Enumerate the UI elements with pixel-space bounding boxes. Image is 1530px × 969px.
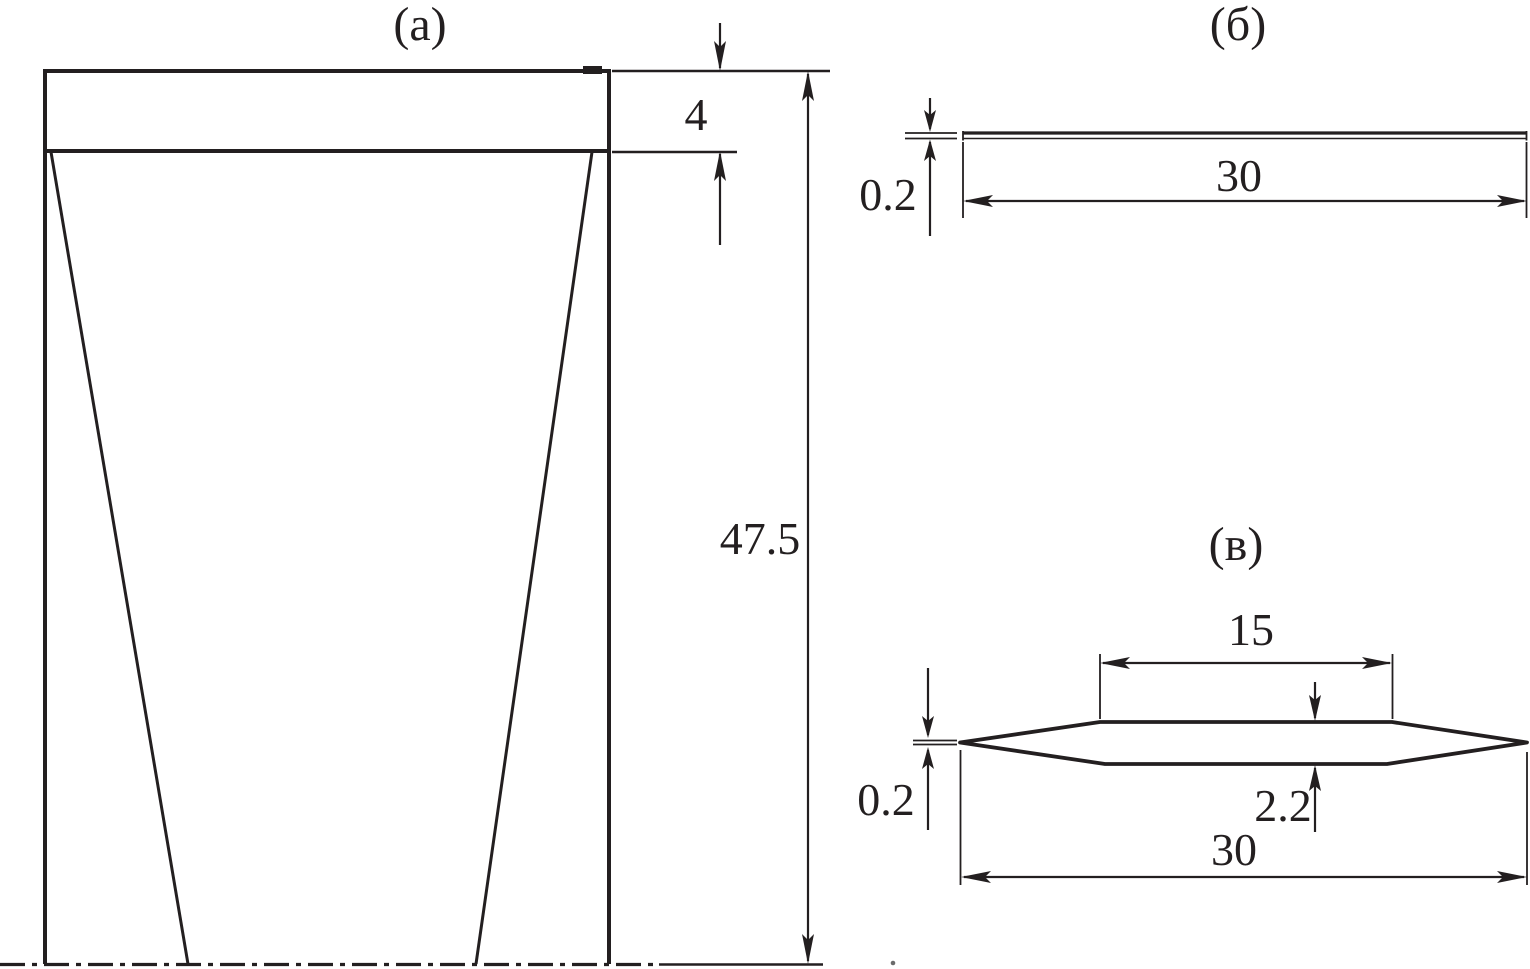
dimension-flat-length: 15: [1099, 604, 1394, 719]
arrowhead-up-icon: [922, 747, 934, 769]
dimension-specimen-length: 47.5: [720, 71, 814, 964]
arrowhead-up-icon: [1309, 765, 1321, 791]
object-line-right-taper: [474, 151, 594, 965]
foil-strip-profile: [962, 131, 1528, 141]
dim-tip-thickness-value: 0.2: [857, 774, 915, 825]
arrowhead-up-icon: [802, 71, 814, 101]
panel-b-label: (б): [1210, 0, 1266, 51]
panel-a: (а) 4 47.5: [0, 0, 896, 967]
grip-hatch-region: [43, 69, 611, 153]
dim-overall-length-value: 30: [1211, 824, 1257, 875]
dimension-tip-thickness: 0.2: [857, 668, 957, 830]
arrowhead-down-icon: [802, 934, 814, 964]
scan-artifact-blob: [583, 66, 602, 74]
dim-center-thickness-value: 2.2: [1254, 780, 1312, 831]
panel-v-label: (в): [1209, 518, 1264, 571]
arrowhead-right-icon: [1497, 871, 1527, 883]
arrowhead-up-icon: [924, 139, 936, 161]
dimension-strip-thickness: 0.2: [859, 98, 957, 236]
scan-artifact-dot: [890, 960, 896, 966]
dimension-strip-length: 30: [962, 142, 1528, 218]
panel-a-label: (а): [393, 0, 446, 51]
specimen-side-view: [43, 71, 611, 965]
arrowhead-left-icon: [961, 871, 991, 883]
arrowhead-right-icon: [1362, 657, 1392, 669]
arrowhead-right-icon: [1497, 195, 1527, 207]
dimension-overall-length: 30: [959, 750, 1528, 885]
dimension-grip-thickness: 4: [612, 23, 830, 245]
arrowhead-down-icon: [924, 110, 936, 132]
panel-v: (в) 15 2.2 0.2: [857, 518, 1529, 885]
ground-specimen-profile: [958, 720, 1529, 766]
dim-strip-thickness-value: 0.2: [859, 169, 917, 220]
dimension-center-thickness: 2.2: [1254, 682, 1321, 832]
arrowhead-left-icon: [1100, 657, 1130, 669]
arrowhead-left-icon: [963, 195, 993, 207]
dim-strip-length-value: 30: [1216, 150, 1262, 201]
dim-specimen-length-value: 47.5: [720, 513, 801, 564]
panel-b: (б) 0.2 30: [859, 0, 1528, 236]
arrowhead-up-icon: [714, 151, 726, 181]
arrowhead-down-icon: [1309, 695, 1321, 721]
arrowhead-down-icon: [922, 716, 934, 738]
dim-flat-length-value: 15: [1228, 604, 1274, 655]
arrowhead-down-icon: [714, 41, 726, 71]
object-line-left-taper: [49, 151, 190, 965]
dim-grip-thickness-value: 4: [685, 89, 708, 140]
